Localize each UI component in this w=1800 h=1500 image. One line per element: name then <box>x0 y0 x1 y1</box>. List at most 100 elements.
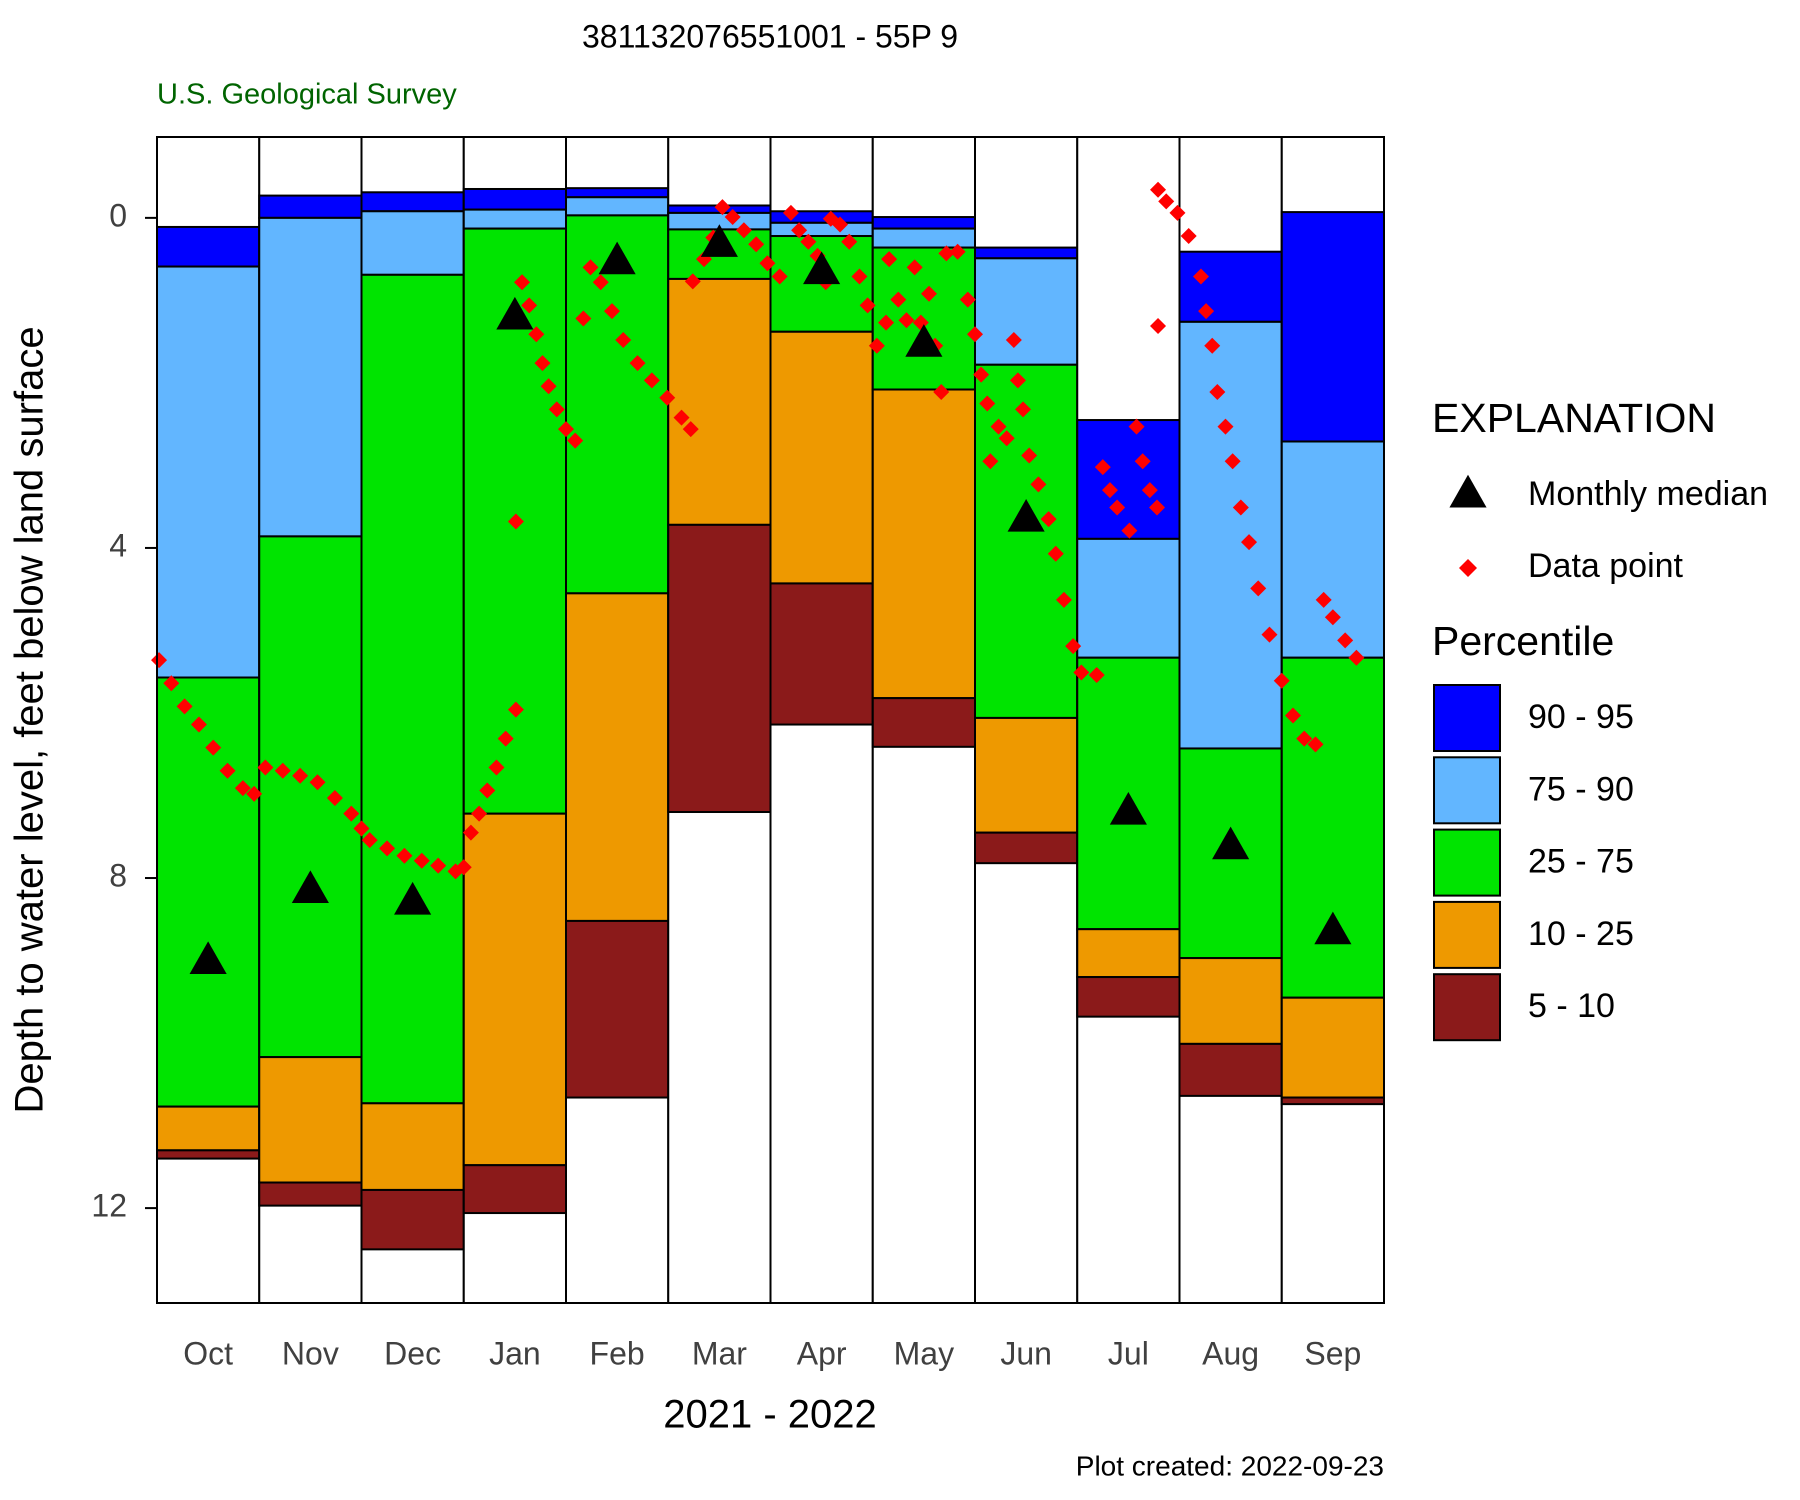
percentile-band <box>462 208 567 230</box>
data-point <box>938 245 955 262</box>
data-point <box>898 312 915 329</box>
data-point <box>1217 418 1234 435</box>
percentile-band <box>871 227 976 249</box>
percentile-band <box>871 697 976 748</box>
data-point <box>1284 707 1301 724</box>
data-point <box>1015 401 1032 418</box>
median-marker <box>905 324 943 357</box>
percentile-band <box>974 716 1079 834</box>
data-point <box>696 251 713 268</box>
data-point <box>933 383 950 400</box>
data-point <box>1296 730 1313 747</box>
data-point <box>604 303 621 320</box>
data-point <box>274 762 291 779</box>
y-tick-label: 0 <box>109 197 127 233</box>
data-point <box>832 216 849 233</box>
data-point <box>1324 609 1341 626</box>
legend-label: 10 - 25 <box>1528 915 1634 953</box>
legend-swatch <box>1433 900 1501 969</box>
data-point <box>558 421 574 438</box>
data-point <box>1109 499 1126 516</box>
percentile-band <box>565 196 670 217</box>
x-tick-label: Nov <box>282 1335 339 1371</box>
legend-swatch <box>1433 828 1501 897</box>
data-point <box>528 326 545 343</box>
percentile-band <box>462 187 567 211</box>
median-marker <box>496 296 534 330</box>
data-point <box>643 372 660 389</box>
data-point <box>1141 482 1158 499</box>
data-point <box>361 832 378 849</box>
percentile-band <box>1178 320 1283 750</box>
percentile-band <box>156 225 261 268</box>
x-axis-label: 2021 - 2022 <box>663 1393 877 1437</box>
percentile-band <box>1280 996 1385 1099</box>
x-tick-label: Oct <box>183 1335 233 1371</box>
x-tick-label: Mar <box>692 1335 747 1371</box>
legend-label: 25 - 75 <box>1528 843 1634 881</box>
data-point <box>682 421 699 438</box>
data-point <box>1180 228 1197 245</box>
data-point <box>1009 372 1026 389</box>
data-point <box>1088 667 1105 684</box>
x-tick-label: May <box>894 1335 954 1371</box>
data-point <box>567 432 584 449</box>
data-point <box>488 759 505 776</box>
percentile-band <box>360 273 465 1105</box>
percentile-band <box>1178 957 1283 1045</box>
percentile-band <box>667 277 772 526</box>
data-point <box>353 820 370 837</box>
median-marker <box>1007 499 1045 532</box>
percentile-band <box>156 265 261 679</box>
percentile-band <box>565 592 670 922</box>
data-point <box>1198 303 1215 320</box>
data-point <box>151 652 168 669</box>
percentile-band <box>1280 656 1385 999</box>
data-point <box>629 355 646 372</box>
median-marker <box>1109 791 1147 825</box>
data-point <box>292 767 309 784</box>
percentile-band <box>1076 928 1181 979</box>
data-point <box>1169 204 1186 221</box>
data-point <box>1073 664 1090 681</box>
data-point <box>782 204 799 221</box>
percentile-band <box>462 812 567 1167</box>
data-point <box>906 259 923 276</box>
legend-point-symbol <box>1459 559 1477 577</box>
data-point <box>521 297 538 314</box>
data-point <box>759 255 776 272</box>
data-point <box>507 701 524 718</box>
percentile-band <box>258 216 363 538</box>
data-point <box>881 251 898 268</box>
percentile-band <box>974 246 1079 260</box>
legend-label: 75 - 90 <box>1528 770 1634 808</box>
percentile-band <box>360 210 465 276</box>
data-point <box>1101 482 1118 499</box>
data-point <box>592 274 609 291</box>
data-point <box>540 378 557 395</box>
x-tick-label: Dec <box>384 1335 441 1371</box>
data-point <box>979 395 996 412</box>
data-point <box>379 840 396 857</box>
data-point <box>326 789 343 806</box>
percentile-band <box>667 523 772 814</box>
data-point <box>748 236 765 253</box>
data-point <box>163 675 180 692</box>
data-point <box>1030 476 1047 493</box>
data-point <box>234 780 251 797</box>
data-point <box>973 366 990 383</box>
legend-swatch <box>1433 973 1501 1042</box>
y-axis-label: Depth to water level, feet below land su… <box>8 326 52 1113</box>
plot-frame <box>156 136 1385 1304</box>
x-tick-label: Jan <box>489 1335 541 1371</box>
data-point <box>1128 418 1145 435</box>
percentile-band <box>769 221 874 238</box>
data-point <box>615 331 632 348</box>
data-point <box>1149 499 1166 516</box>
median-marker <box>700 224 738 257</box>
data-point <box>534 355 551 372</box>
legend-label: Monthly median <box>1528 475 1768 513</box>
legend-median-symbol <box>1449 474 1487 508</box>
data-point <box>309 774 326 791</box>
